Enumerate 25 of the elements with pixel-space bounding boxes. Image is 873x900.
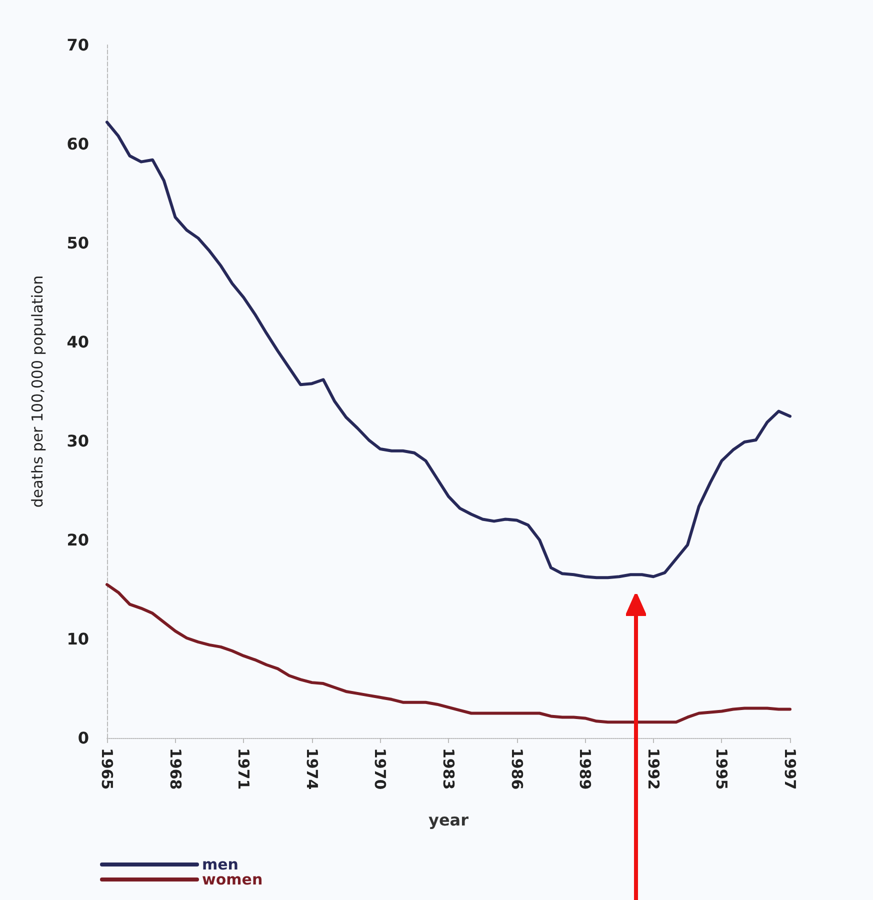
x-axis-title: year (428, 810, 469, 830)
text: women (202, 870, 263, 888)
y-tick-label: 20 (66, 530, 89, 550)
x-tick-label: 1974 (302, 748, 321, 790)
x-tick-label: 1983 (440, 748, 458, 790)
line-series (106, 583, 792, 724)
x-tick-label: 1997 (781, 748, 799, 790)
x-tick-label: 1995 (712, 748, 731, 790)
y-tick-label: 60 (66, 134, 89, 154)
y-tick-label: 10 (66, 630, 89, 648)
x-tick-label: 1971 (234, 748, 253, 790)
x-tick-label: 1968 (166, 748, 184, 790)
y-tick-label: 70 (66, 36, 89, 54)
x-tick-label: 1989 (576, 748, 594, 790)
y-axis-title: deaths per 100,000 population (28, 275, 46, 508)
x-tick-label: 1965 (98, 748, 116, 790)
y-tick-label: 0 (78, 728, 89, 748)
x-tick-label: 1986 (508, 748, 526, 790)
y-tick-label: 40 (66, 332, 89, 352)
line-series (106, 120, 792, 580)
x-tick-label: 1970 (371, 748, 390, 790)
x-tick-label: 1992 (644, 748, 662, 790)
y-tick-label: 30 (66, 432, 89, 450)
text: men (202, 856, 238, 874)
y-tick-label: 50 (66, 234, 89, 252)
